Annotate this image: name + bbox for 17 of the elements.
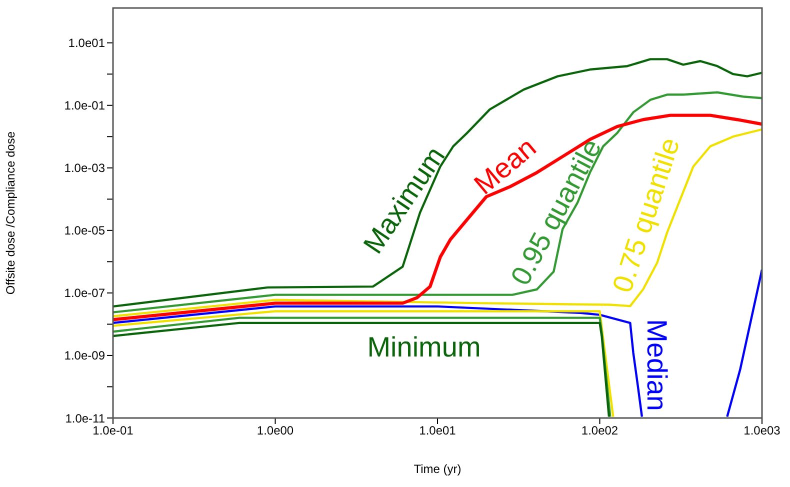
- text: Median: [642, 319, 672, 411]
- y-tick-label: 1.0e-07: [64, 286, 106, 300]
- y-tick-label: 1.0e-09: [64, 348, 106, 363]
- y-axis-title: Offsite dose /Compliance dose: [3, 131, 18, 295]
- x-tick-label: 1.0e02: [581, 424, 618, 438]
- y-tick-label: 1.0e01: [68, 36, 106, 50]
- y-tick-label: 1.0e-11: [65, 411, 106, 426]
- text: 0.75 quantile: [606, 134, 686, 296]
- x-tick-label: 1.0e00: [256, 424, 294, 438]
- x-axis-title: Time (yr): [414, 462, 462, 476]
- y-tick-label: 1.0e-03: [64, 161, 106, 176]
- y-tick-label: 1.0e-05: [64, 224, 106, 238]
- x-tick-label: 1.0e-01: [92, 424, 134, 438]
- x-tick-label: 1.0e01: [419, 424, 456, 438]
- series-label: Minimum: [367, 332, 481, 362]
- x-tick-label: 1.0e03: [744, 424, 781, 438]
- y-tick-label: 1.0e-01: [64, 98, 106, 113]
